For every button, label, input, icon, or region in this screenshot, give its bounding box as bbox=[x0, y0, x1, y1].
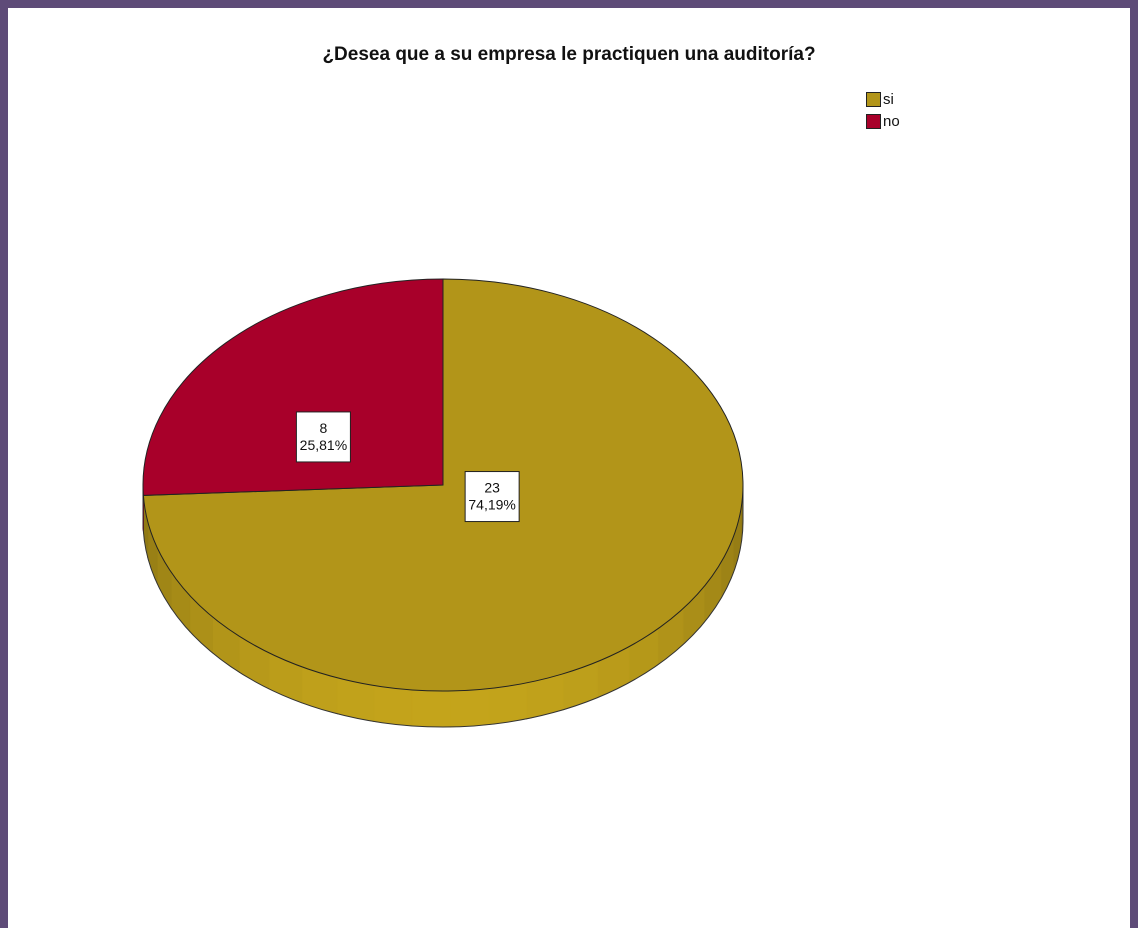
legend-item-no: no bbox=[866, 110, 900, 132]
data-label-count-no: 8 bbox=[320, 420, 328, 436]
legend-label-no: no bbox=[883, 112, 900, 130]
chart-title: ¿Desea que a su empresa le practiquen un… bbox=[322, 44, 816, 65]
pie-slice-no bbox=[142, 278, 444, 496]
pie-side-si bbox=[488, 682, 528, 726]
legend: si no bbox=[866, 88, 900, 132]
pie-side-outline bbox=[142, 485, 744, 728]
legend-swatch-no bbox=[866, 113, 881, 129]
legend-label-si: si bbox=[883, 90, 894, 108]
legend-swatch-si bbox=[866, 91, 881, 107]
data-label-percent-si: 74,19% bbox=[468, 497, 515, 513]
pie-side-si bbox=[450, 688, 490, 728]
data-label-count-si: 23 bbox=[484, 480, 500, 496]
data-label-box-si bbox=[464, 471, 520, 523]
pie-side-si bbox=[411, 689, 451, 728]
data-label-percent-no: 25,81% bbox=[300, 437, 347, 453]
pie-side-si bbox=[373, 685, 413, 727]
legend-item-si: si bbox=[866, 88, 900, 110]
data-label-box-no bbox=[295, 411, 351, 463]
